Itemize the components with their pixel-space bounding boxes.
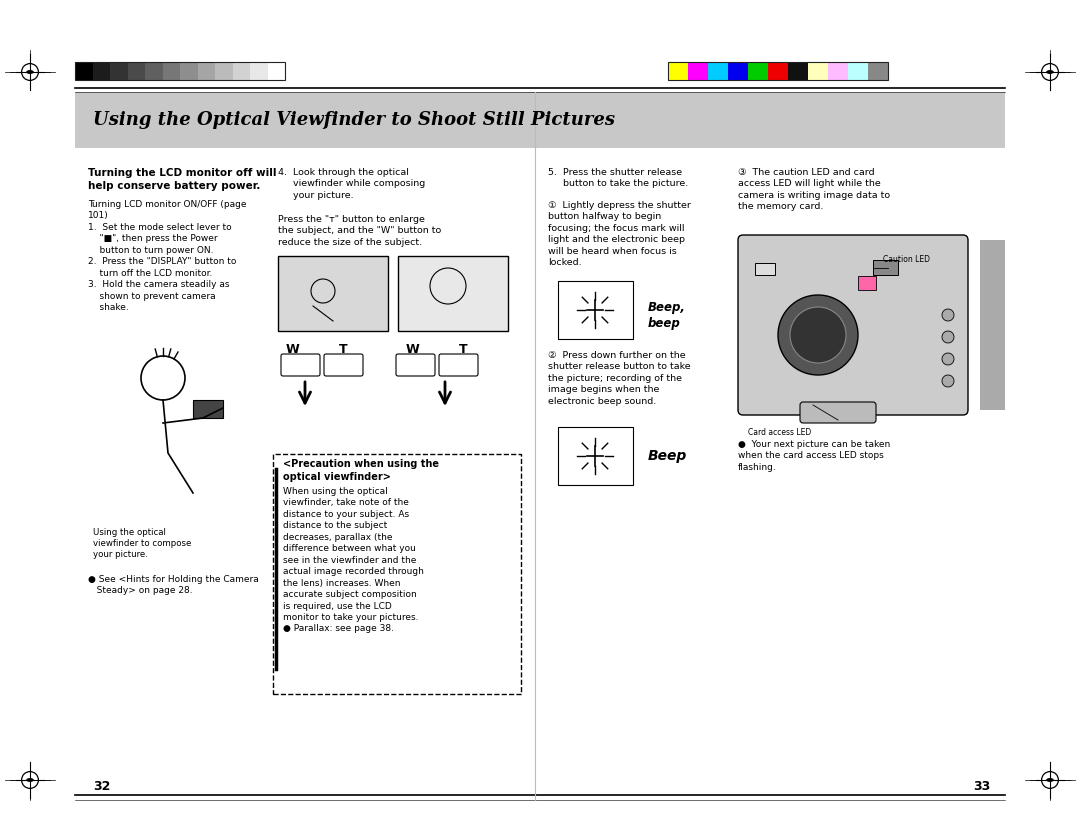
Bar <box>669 62 688 80</box>
Bar <box>127 62 145 80</box>
Bar <box>669 62 888 80</box>
Bar <box>748 62 768 80</box>
Text: Using the Optical Viewfinder to Shoot Still Pictures: Using the Optical Viewfinder to Shoot St… <box>93 111 615 129</box>
Circle shape <box>778 295 858 375</box>
Text: Using the optical
viewfinder to compose
your picture.: Using the optical viewfinder to compose … <box>93 528 191 560</box>
Ellipse shape <box>26 70 33 74</box>
Bar <box>162 62 180 80</box>
Bar <box>110 62 127 80</box>
Ellipse shape <box>1047 70 1054 74</box>
Circle shape <box>942 353 954 365</box>
Text: 33: 33 <box>973 780 990 793</box>
Bar <box>848 62 868 80</box>
Circle shape <box>942 309 954 321</box>
Bar <box>728 62 748 80</box>
Bar <box>788 62 808 80</box>
FancyBboxPatch shape <box>281 354 320 376</box>
Bar <box>180 62 198 80</box>
Text: Press the "ᴛ" button to enlarge
the subject, and the "W" button to
reduce the si: Press the "ᴛ" button to enlarge the subj… <box>278 215 442 247</box>
Text: 4.  Look through the optical
     viewfinder while composing
     your picture.: 4. Look through the optical viewfinder w… <box>278 168 426 200</box>
Bar <box>868 62 888 80</box>
Text: T: T <box>459 343 468 356</box>
Bar <box>198 62 215 80</box>
FancyBboxPatch shape <box>738 235 968 415</box>
Text: Beep: Beep <box>648 449 687 463</box>
Text: W: W <box>286 343 300 356</box>
Bar <box>980 240 1005 410</box>
FancyBboxPatch shape <box>438 354 478 376</box>
Circle shape <box>942 331 954 343</box>
Bar <box>278 256 388 331</box>
Bar <box>232 62 249 80</box>
Bar <box>558 427 633 485</box>
Bar <box>708 62 728 80</box>
Text: ●  Your next picture can be taken
when the card access LED stops
flashing.: ● Your next picture can be taken when th… <box>738 440 890 472</box>
Bar <box>215 62 232 80</box>
Circle shape <box>789 307 846 363</box>
Text: Turning LCD monitor ON/OFF (page
101): Turning LCD monitor ON/OFF (page 101) <box>87 200 246 220</box>
Bar <box>873 260 897 275</box>
Text: Beep,
beep: Beep, beep <box>648 301 686 330</box>
Bar <box>858 276 876 290</box>
Bar <box>249 62 268 80</box>
Ellipse shape <box>26 778 33 782</box>
Text: ● See <Hints for Holding the Camera
   Steady> on page 28.: ● See <Hints for Holding the Camera Stea… <box>87 575 259 595</box>
Bar <box>558 281 633 339</box>
FancyBboxPatch shape <box>396 354 435 376</box>
Bar <box>75 62 285 80</box>
Text: 1.  Set the mode select lever to
    "■", then press the Power
    button to tur: 1. Set the mode select lever to "■", the… <box>87 223 237 312</box>
Bar <box>828 62 848 80</box>
FancyBboxPatch shape <box>324 354 363 376</box>
Text: ①  Lightly depress the shutter
button halfway to begin
focusing; the focus mark : ① Lightly depress the shutter button hal… <box>548 201 691 267</box>
Text: ③  The caution LED and card
access LED will light while the
camera is writing im: ③ The caution LED and card access LED wi… <box>738 168 890 211</box>
Bar <box>399 256 508 331</box>
Bar <box>808 62 828 80</box>
Text: Turning the LCD monitor off will
help conserve battery power.: Turning the LCD monitor off will help co… <box>87 168 276 191</box>
Bar <box>688 62 708 80</box>
Bar <box>93 62 110 80</box>
Text: 5.  Press the shutter release
     button to take the picture.: 5. Press the shutter release button to t… <box>548 168 688 188</box>
Text: W: W <box>406 343 420 356</box>
Ellipse shape <box>1047 778 1054 782</box>
Text: T: T <box>339 343 348 356</box>
Text: <Precaution when using the
optical viewfinder>: <Precaution when using the optical viewf… <box>283 459 438 482</box>
Text: When using the optical
viewfinder, take note of the
distance to your subject. As: When using the optical viewfinder, take … <box>283 487 423 633</box>
Bar <box>75 62 93 80</box>
Text: 32: 32 <box>93 780 110 793</box>
Bar <box>268 62 285 80</box>
Bar <box>755 263 775 275</box>
FancyBboxPatch shape <box>800 402 876 423</box>
Text: Card access LED: Card access LED <box>748 428 811 437</box>
Bar <box>768 62 788 80</box>
Bar <box>273 454 521 694</box>
Bar <box>75 92 1005 148</box>
Text: ②  Press down further on the
shutter release button to take
the picture; recordi: ② Press down further on the shutter rele… <box>548 351 690 406</box>
Text: Caution LED: Caution LED <box>883 255 930 264</box>
Bar <box>193 400 222 418</box>
Circle shape <box>942 375 954 387</box>
Bar <box>145 62 162 80</box>
